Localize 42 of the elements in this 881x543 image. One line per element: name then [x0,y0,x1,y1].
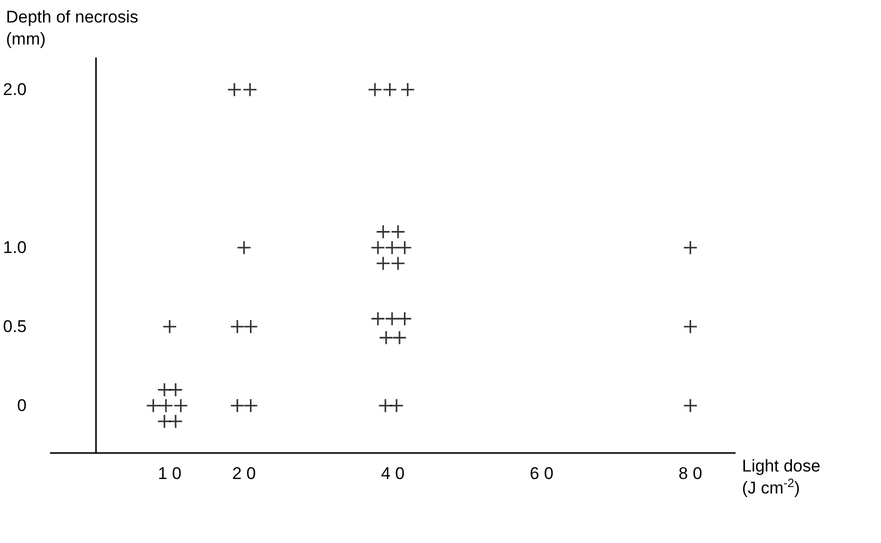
point [380,331,393,344]
x-tick-label: 6 0 [530,464,554,483]
point [684,399,697,412]
y-tick-label: 2.0 [2,80,27,100]
point [163,320,176,334]
point [386,241,399,254]
point [368,83,382,96]
y-tick-label: 1.0 [2,238,27,258]
point [371,312,384,326]
point [169,383,182,396]
y-tick-label: 0 [17,396,27,416]
point [401,83,414,96]
point [392,256,405,270]
y-tick-label: 0.5 [2,317,27,336]
point [376,225,390,238]
point [228,83,241,96]
point [243,83,256,96]
point [386,312,399,326]
point [383,83,396,96]
point [376,256,390,270]
point [398,312,412,326]
x-tick-label: 8 0 [678,464,702,483]
point [684,320,697,334]
point [244,320,258,334]
point [398,241,412,254]
point [244,399,258,412]
point [230,320,244,334]
point [230,399,244,412]
point [159,399,172,412]
point [684,241,697,254]
point [174,399,188,412]
point [371,241,384,254]
point [390,399,404,412]
y-axis-title: Depth of necrosis (mm) [6,8,138,48]
point [392,225,405,238]
point [393,331,406,344]
x-tick-label: 1 0 [158,464,182,483]
point [169,414,182,428]
point [238,241,251,254]
point [146,399,160,412]
x-tick-label: 4 0 [380,464,405,483]
x-tick-label: 2 0 [232,464,256,483]
